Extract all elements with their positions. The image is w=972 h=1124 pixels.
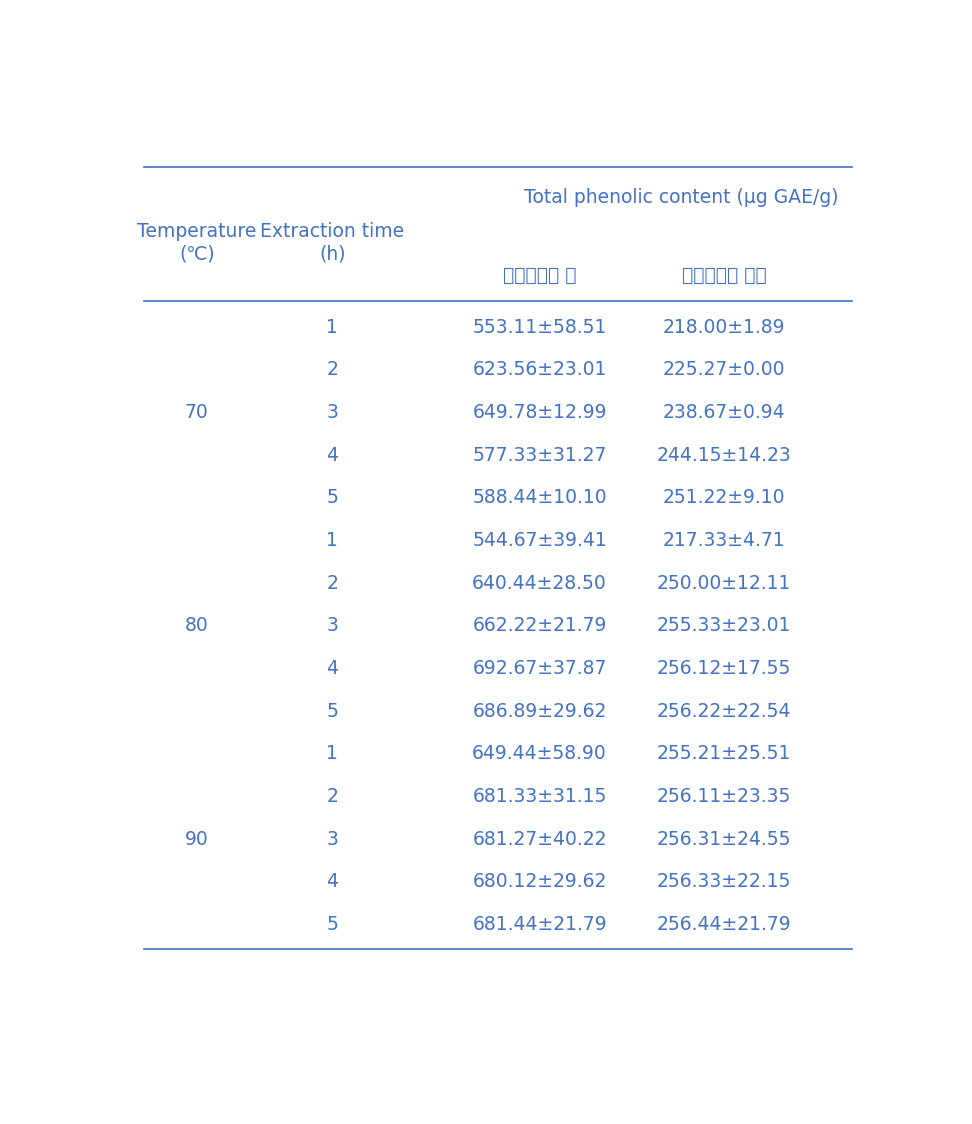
Text: 참가시나무 가지: 참가시나무 가지: [681, 265, 767, 284]
Text: 623.56±23.01: 623.56±23.01: [472, 360, 607, 379]
Text: 4: 4: [327, 872, 338, 891]
Text: 3: 3: [327, 616, 338, 635]
Text: 256.22±22.54: 256.22±22.54: [657, 701, 791, 720]
Text: 662.22±21.79: 662.22±21.79: [472, 616, 607, 635]
Text: 256.33±22.15: 256.33±22.15: [657, 872, 791, 891]
Text: (h): (h): [319, 245, 346, 264]
Text: 4: 4: [327, 659, 338, 678]
Text: 640.44±28.50: 640.44±28.50: [472, 573, 607, 592]
Text: Temperature: Temperature: [137, 223, 257, 242]
Text: 681.33±31.15: 681.33±31.15: [472, 787, 607, 806]
Text: 70: 70: [185, 402, 209, 422]
Text: 544.67±39.41: 544.67±39.41: [472, 531, 607, 550]
Text: 1: 1: [327, 744, 338, 763]
Text: 5: 5: [327, 915, 338, 934]
Text: 참가시나무 잎: 참가시나무 잎: [503, 265, 576, 284]
Text: 649.44±58.90: 649.44±58.90: [472, 744, 607, 763]
Text: 553.11±58.51: 553.11±58.51: [472, 317, 607, 336]
Text: 3: 3: [327, 830, 338, 849]
Text: 588.44±10.10: 588.44±10.10: [472, 488, 607, 507]
Text: 256.11±23.35: 256.11±23.35: [657, 787, 791, 806]
Text: (℃): (℃): [179, 245, 215, 264]
Text: Extraction time: Extraction time: [260, 223, 404, 242]
Text: 5: 5: [327, 701, 338, 720]
Text: 2: 2: [327, 787, 338, 806]
Text: 577.33±31.27: 577.33±31.27: [472, 445, 607, 464]
Text: 250.00±12.11: 250.00±12.11: [657, 573, 791, 592]
Text: 680.12±29.62: 680.12±29.62: [472, 872, 607, 891]
Text: 3: 3: [327, 402, 338, 422]
Text: 1: 1: [327, 531, 338, 550]
Text: 686.89±29.62: 686.89±29.62: [472, 701, 607, 720]
Text: 255.21±25.51: 255.21±25.51: [657, 744, 791, 763]
Text: 80: 80: [185, 616, 209, 635]
Text: 256.12±17.55: 256.12±17.55: [657, 659, 791, 678]
Text: Total phenolic content (μg GAE/g): Total phenolic content (μg GAE/g): [524, 188, 838, 207]
Text: 681.27±40.22: 681.27±40.22: [472, 830, 607, 849]
Text: 244.15±14.23: 244.15±14.23: [657, 445, 791, 464]
Text: 2: 2: [327, 573, 338, 592]
Text: 1: 1: [327, 317, 338, 336]
Text: 256.31±24.55: 256.31±24.55: [657, 830, 791, 849]
Text: 255.33±23.01: 255.33±23.01: [657, 616, 791, 635]
Text: 5: 5: [327, 488, 338, 507]
Text: 692.67±37.87: 692.67±37.87: [472, 659, 607, 678]
Text: 4: 4: [327, 445, 338, 464]
Text: 251.22±9.10: 251.22±9.10: [663, 488, 785, 507]
Text: 218.00±1.89: 218.00±1.89: [663, 317, 785, 336]
Text: 217.33±4.71: 217.33±4.71: [663, 531, 785, 550]
Text: 681.44±21.79: 681.44±21.79: [472, 915, 607, 934]
Text: 225.27±0.00: 225.27±0.00: [663, 360, 785, 379]
Text: 256.44±21.79: 256.44±21.79: [657, 915, 791, 934]
Text: 238.67±0.94: 238.67±0.94: [663, 402, 785, 422]
Text: 2: 2: [327, 360, 338, 379]
Text: 649.78±12.99: 649.78±12.99: [472, 402, 607, 422]
Text: 90: 90: [185, 830, 209, 849]
